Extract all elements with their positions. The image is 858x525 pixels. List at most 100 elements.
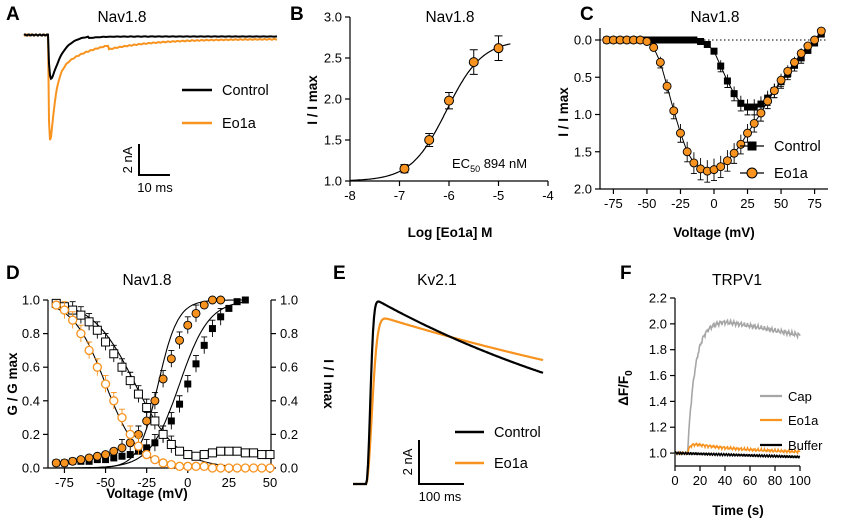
panel-d-control-inactivation-point <box>207 448 217 458</box>
panel-d-label: D <box>6 263 20 284</box>
panel-d-control-activation-point <box>233 298 241 306</box>
panel-f-y-tick-label: 1.8 <box>649 342 667 357</box>
panel-d-fit-curve <box>56 299 246 469</box>
panel-d-control-activation-point <box>151 439 159 447</box>
panel-f-cap-trace <box>674 317 801 456</box>
panel-b-x-tick-label: -8 <box>344 188 356 203</box>
panel-f-y-tick-label: 2.2 <box>649 291 667 306</box>
panel-c-legend-control-marker <box>747 141 757 151</box>
panel-c-eo1a-point <box>722 156 732 166</box>
panel-c-y-tick-label: 1.0 <box>574 107 592 122</box>
panel-d-eo1a-inactivation-point <box>216 463 226 473</box>
panel-d-y-tick-label-right: 0.8 <box>280 326 298 341</box>
panel-b-data-point <box>493 43 504 54</box>
panel-d-eo1a-inactivation-point <box>257 463 267 473</box>
panel-d-y-tick-label-right: 0.0 <box>280 461 298 476</box>
panel-d-eo1a-inactivation-point <box>207 463 218 473</box>
panel-d-eo1a-inactivation-point <box>109 396 119 406</box>
panel-f-y-tick-label: 1.2 <box>649 420 667 435</box>
panel-b-x-tick-label: -4 <box>542 188 554 203</box>
panel-d-eo1a-inactivation-point <box>224 463 234 473</box>
panel-d-control-activation-point <box>167 417 175 425</box>
panel-c-x-tick-label: -50 <box>638 196 657 211</box>
panel-e-scalebar <box>418 440 464 485</box>
panel-d-eo1a-inactivation-point <box>240 463 250 473</box>
panel-d-control-activation-point <box>102 456 110 464</box>
panel-d: D Nav1.8 -75 -50 -25 0 25 500.00.20.40.60.81.… <box>5 263 336 501</box>
panel-e-label: E <box>333 263 346 284</box>
panel-d-eo1a-inactivation-point <box>158 458 168 468</box>
panel-b: B Nav1.8 -8 -7 -6 -5 -4 1.0 1.5 2.0 2.5 3.0 EC50 … <box>290 4 554 240</box>
panel-c-eo1a-point <box>682 147 692 157</box>
panel-d-control-inactivation-point <box>142 403 152 413</box>
panel-d-eo1a-inactivation-point <box>166 459 176 470</box>
panel-d-eo1a-activation-point <box>142 416 152 426</box>
panel-d-eo1a-inactivation-point <box>232 463 242 473</box>
panel-d-control-inactivation-point <box>183 450 193 460</box>
panel-e: E Kv2.1 Control Eo1a 2 nA 100 ms <box>333 263 544 504</box>
panel-c-x-tick-label: -25 <box>671 196 690 211</box>
panel-f-y-tick-label: 1.6 <box>649 368 667 383</box>
panel-d-eo1a-inactivation-point <box>174 461 185 471</box>
panel-d-eo1a-activation-point <box>59 458 69 468</box>
panel-c-eo1a-point <box>790 57 799 67</box>
panel-b-title: Nav1.8 <box>425 9 474 26</box>
panel-c-control-point <box>690 36 698 44</box>
panel-a-control-trace <box>23 33 278 81</box>
panel-c-control-point <box>730 90 738 98</box>
panel-d-control-activation-point <box>200 341 208 349</box>
panel-c-y-tick-label: 2.0 <box>574 182 592 197</box>
panel-d-x-tick-label: -50 <box>96 475 115 490</box>
panel-d-eo1a-activation-point <box>84 453 94 463</box>
panel-e-legend-control: Control <box>494 425 541 441</box>
panel-d-y-tick-label: 0.8 <box>22 326 40 341</box>
panel-c-eo1a-point <box>676 128 685 138</box>
panel-f-y-tick-label: 2.0 <box>649 316 667 331</box>
panel-b-y-tick-label: 1.5 <box>324 133 342 148</box>
panel-d-eo1a-inactivation-point <box>92 362 102 372</box>
panel-d-eo1a-inactivation-point <box>125 429 135 440</box>
panel-d-eo1a-inactivation-point <box>248 463 259 473</box>
panel-d-control-inactivation-point <box>101 337 111 347</box>
panel-c-x-tick-label: -75 <box>604 196 623 211</box>
panel-f-title: TRPV1 <box>712 272 762 289</box>
panel-d-title: Nav1.8 <box>122 272 171 289</box>
panel-a-legend-control: Control <box>222 83 269 99</box>
panel-b-y-tick-label: 2.0 <box>324 92 342 107</box>
panel-d-eo1a-activation-point <box>216 295 226 305</box>
panel-f-y-axis-label: ΔF/F0 <box>616 370 635 406</box>
panel-c-label: C <box>580 4 594 25</box>
panel-d-eo1a-inactivation-point <box>199 461 209 471</box>
panel-c-eo1a-point <box>763 96 773 106</box>
panel-c-eo1a-point <box>783 66 793 76</box>
panel-c-control-point <box>703 40 711 48</box>
panel-d-control-inactivation-point <box>117 362 127 372</box>
panel-d-y-tick-label: 0.6 <box>22 360 40 375</box>
panel-d-eo1a-inactivation-point <box>51 300 61 310</box>
panel-f: F TRPV1 0 20 40 60 80 100 1.0 1.2 1.4 1.6 1.8 2.0 2.… <box>616 263 823 518</box>
panel-d-eo1a-activation-point <box>199 300 209 310</box>
panel-d-eo1a-activation-point <box>101 450 111 460</box>
panel-d-eo1a-inactivation-point <box>265 463 275 473</box>
panel-c-control-point <box>650 36 658 44</box>
panel-a-eo1a-trace <box>23 33 278 141</box>
panel-c-control-point <box>683 36 691 44</box>
panel-f-y-tick-label: 1.4 <box>649 394 667 409</box>
panel-d-eo1a-inactivation-point <box>76 328 86 339</box>
panel-d-y-tick-label-right: 0.6 <box>280 360 298 375</box>
panel-d-eo1a-inactivation-point <box>84 345 94 356</box>
panel-d-eo1a-inactivation-point <box>150 454 160 465</box>
panel-a-legend-eo1a: Eo1a <box>222 116 257 132</box>
panel-d-y-tick-label: 0.0 <box>22 461 40 476</box>
panel-d-control-inactivation-point <box>216 446 226 456</box>
panel-d-control-inactivation-point <box>191 451 201 461</box>
panel-d-eo1a-activation-point <box>191 308 201 318</box>
panel-a-label: A <box>6 4 20 25</box>
panel-d-control-inactivation-point <box>133 389 143 399</box>
panel-c-control-point <box>710 47 718 55</box>
panel-d-x-axis-label: Voltage (mV) <box>106 486 188 501</box>
panel-d-eo1a-activation-point <box>207 295 217 305</box>
panel-a: A Nav1.8 Control Eo1a 2 nA 10 ms <box>6 4 278 195</box>
panel-f-x-axis-label: Time (s) <box>712 503 764 518</box>
panel-d-eo1a-activation-point <box>76 455 86 465</box>
